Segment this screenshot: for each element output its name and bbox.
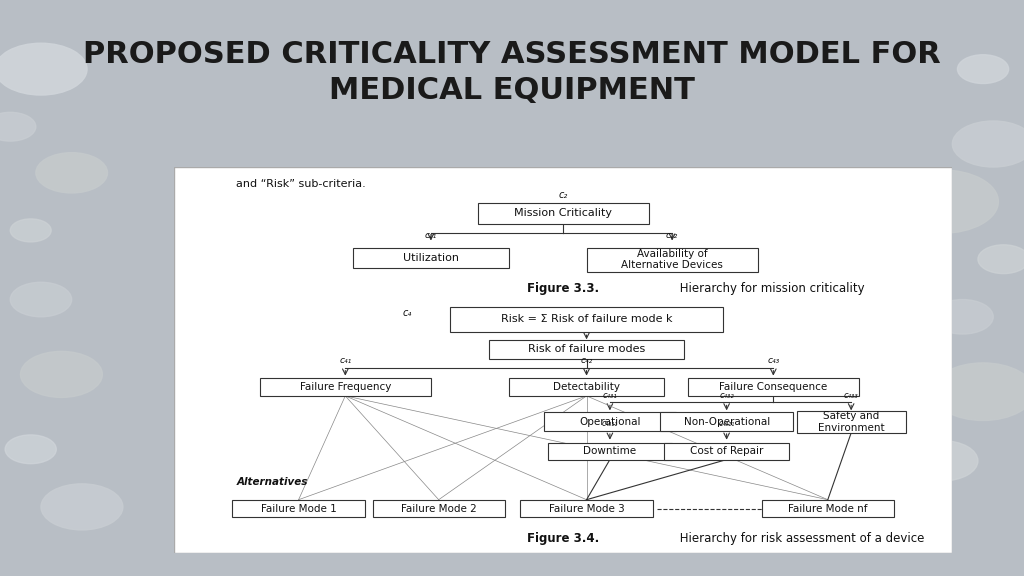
Text: Detectability: Detectability	[553, 382, 621, 392]
Text: Risk of failure modes: Risk of failure modes	[528, 344, 645, 354]
Text: Failure Mode 2: Failure Mode 2	[400, 503, 476, 514]
FancyBboxPatch shape	[232, 500, 365, 517]
Text: Operational: Operational	[580, 417, 641, 427]
Text: c₄₃: c₄₃	[767, 356, 779, 365]
FancyBboxPatch shape	[451, 307, 723, 332]
Text: Risk = Σ Risk of failure mode k: Risk = Σ Risk of failure mode k	[501, 314, 673, 324]
Text: Alternatives: Alternatives	[237, 476, 308, 487]
Text: Downtime: Downtime	[584, 446, 637, 456]
Text: c₄₃₂: c₄₃₂	[719, 391, 734, 400]
FancyBboxPatch shape	[544, 412, 676, 431]
Text: Mission Criticality: Mission Criticality	[514, 209, 612, 218]
FancyBboxPatch shape	[260, 378, 431, 396]
Text: c₂₁: c₂₁	[425, 232, 437, 240]
FancyBboxPatch shape	[548, 442, 672, 460]
FancyBboxPatch shape	[665, 442, 788, 460]
Text: c₄: c₄	[402, 308, 413, 317]
Text: c₄₁: c₄₁	[339, 356, 351, 365]
Text: Failure Mode nf: Failure Mode nf	[788, 503, 867, 514]
FancyBboxPatch shape	[688, 378, 859, 396]
FancyBboxPatch shape	[489, 339, 684, 359]
Text: Hierarchy for risk assessment of a device: Hierarchy for risk assessment of a devic…	[676, 532, 925, 545]
Text: c₄₂: c₄₂	[581, 356, 593, 365]
Text: Hierarchy for mission criticality: Hierarchy for mission criticality	[676, 282, 864, 295]
FancyBboxPatch shape	[762, 500, 894, 517]
Text: c₄₃₁: c₄₃₁	[602, 391, 617, 400]
Text: Figure 3.3.: Figure 3.3.	[527, 282, 599, 295]
FancyBboxPatch shape	[353, 248, 509, 268]
FancyBboxPatch shape	[373, 500, 505, 517]
Text: Failure Frequency: Failure Frequency	[300, 382, 391, 392]
FancyBboxPatch shape	[660, 412, 793, 431]
Text: Availability of
Alternative Devices: Availability of Alternative Devices	[622, 249, 723, 271]
Text: c₂: c₂	[558, 190, 568, 200]
FancyBboxPatch shape	[174, 167, 952, 553]
Text: c₄₃₃: c₄₃₃	[844, 391, 858, 400]
FancyBboxPatch shape	[587, 248, 758, 272]
Text: Failure Consequence: Failure Consequence	[719, 382, 827, 392]
FancyBboxPatch shape	[477, 203, 649, 224]
Text: c₄₃₂₁: c₄₃₂₁	[719, 419, 735, 429]
Text: Failure Mode 3: Failure Mode 3	[549, 503, 625, 514]
Text: c₂₂: c₂₂	[666, 232, 678, 240]
Text: Figure 3.4.: Figure 3.4.	[527, 532, 599, 545]
Text: Utilization: Utilization	[402, 253, 459, 263]
Text: Non-Operational: Non-Operational	[683, 417, 770, 427]
Text: and “Risk” sub-criteria.: and “Risk” sub-criteria.	[237, 179, 367, 188]
FancyBboxPatch shape	[509, 378, 665, 396]
FancyBboxPatch shape	[520, 500, 652, 517]
Text: Safety and
Environment: Safety and Environment	[818, 411, 885, 433]
FancyBboxPatch shape	[797, 411, 905, 433]
Text: PROPOSED CRITICALITY ASSESSMENT MODEL FOR
MEDICAL EQUIPMENT: PROPOSED CRITICALITY ASSESSMENT MODEL FO…	[83, 40, 941, 105]
Text: c₄₃₁₁: c₄₃₁₁	[602, 419, 618, 429]
Text: Cost of Repair: Cost of Repair	[690, 446, 763, 456]
Text: Failure Mode 1: Failure Mode 1	[261, 503, 337, 514]
